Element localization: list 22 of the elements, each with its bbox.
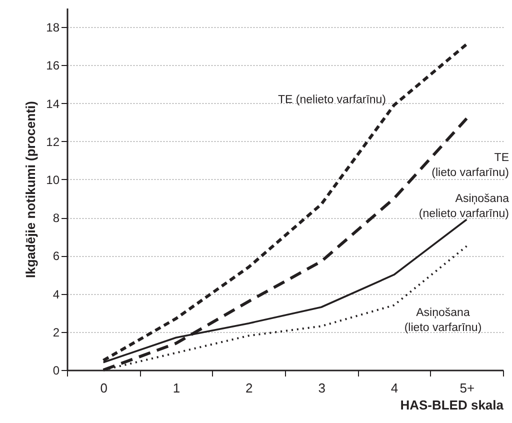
y-tick-label: 8: [52, 211, 60, 226]
y-axis-title: Ikgadējie notikumi (procenti): [23, 101, 38, 278]
series-label: Asiņošana (lieto varfarīnu): [404, 307, 482, 334]
x-tick-label: 0: [100, 380, 108, 396]
x-tick-label: 4: [390, 380, 398, 396]
y-tick-label: 18: [46, 20, 60, 35]
y-tick-label: 4: [52, 287, 60, 302]
x-tick-label: 5+: [460, 380, 475, 396]
series-label: TE (nelieto varfarīnu): [278, 94, 386, 106]
x-tick-label: 3: [318, 380, 326, 396]
y-tick-label: 6: [52, 249, 60, 264]
x-tick-label: 1: [172, 380, 180, 396]
y-tick-label: 16: [46, 58, 60, 73]
y-tick-label: 12: [46, 134, 60, 149]
y-tick-label: 14: [46, 96, 60, 111]
y-tick-label: 2: [52, 325, 60, 340]
y-tick-label: 0: [52, 364, 60, 378]
y-tick-label: 10: [46, 172, 60, 187]
series-label: Asiņošana (nelieto varfarīnu): [418, 193, 510, 220]
series-label: TE (lieto varfarīnu): [432, 152, 510, 179]
x-tick-label: 2: [246, 380, 253, 396]
x-axis-title: HAS-BLED skala: [400, 398, 504, 412]
